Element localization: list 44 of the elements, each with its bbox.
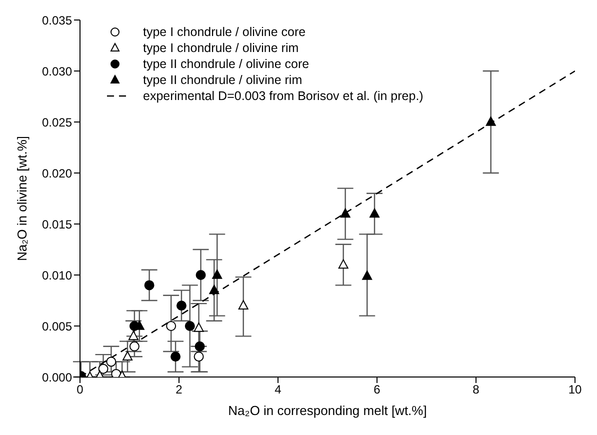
x-tick-label: 10 bbox=[568, 382, 582, 397]
point bbox=[370, 208, 380, 218]
point bbox=[212, 270, 222, 279]
point bbox=[184, 321, 195, 331]
point bbox=[362, 270, 372, 280]
y-tick-label: 0.020 bbox=[42, 166, 72, 180]
legend-label: type II chondrule / olivine core bbox=[143, 56, 310, 72]
point bbox=[338, 259, 348, 269]
y-tick-label: 0.005 bbox=[42, 319, 72, 334]
point bbox=[486, 116, 496, 126]
point bbox=[170, 352, 181, 362]
legend-label: type I chondrule / olivine rim bbox=[143, 40, 299, 56]
x-tick-label: 6 bbox=[374, 382, 381, 397]
point bbox=[166, 321, 176, 331]
point bbox=[196, 270, 206, 280]
x-tick-label: 0 bbox=[76, 382, 84, 397]
point bbox=[111, 368, 122, 377]
point bbox=[98, 364, 108, 374]
point bbox=[238, 300, 248, 310]
legend-label: type II chondrule / olivine rim bbox=[143, 72, 302, 88]
legend-label: experimental D=0.003 from Borisov et al. (in prep.) bbox=[143, 88, 424, 104]
point bbox=[194, 322, 204, 332]
y-tick-label: 0.015 bbox=[42, 217, 72, 232]
y-tick-label: 0.010 bbox=[42, 268, 72, 282]
point bbox=[122, 351, 133, 360]
point bbox=[106, 356, 116, 367]
y-tick-label: 0.030 bbox=[42, 64, 72, 78]
y-tick-label: 0.025 bbox=[42, 115, 72, 130]
point bbox=[194, 341, 205, 352]
point bbox=[128, 330, 138, 340]
point bbox=[129, 341, 140, 352]
y-tick-label: 0.035 bbox=[42, 13, 72, 28]
point bbox=[340, 208, 350, 218]
y-tick-label: 0.000 bbox=[42, 370, 72, 384]
y-axis-title: Na₂O in olivine [wt.%] bbox=[14, 136, 30, 261]
point bbox=[176, 300, 186, 311]
x-tick-label: 4 bbox=[274, 382, 282, 397]
x-tick-label: 2 bbox=[176, 382, 183, 397]
point bbox=[209, 284, 220, 294]
legend-label: type I chondrule / olivine core bbox=[143, 24, 306, 40]
x-axis-title: Na₂O in corresponding melt [wt.%] bbox=[228, 403, 427, 418]
x-tick-label: 8 bbox=[472, 382, 480, 397]
point bbox=[144, 280, 154, 290]
point bbox=[194, 352, 204, 362]
